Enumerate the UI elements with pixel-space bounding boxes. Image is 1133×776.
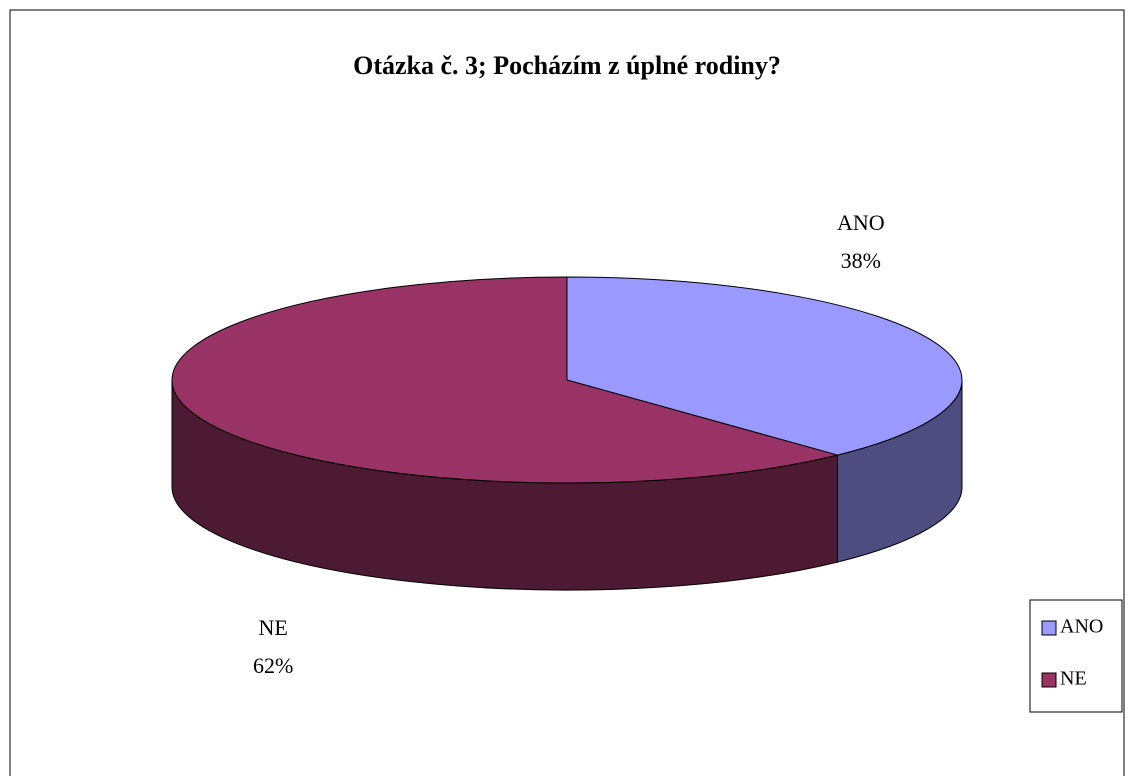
slice-category: ANO bbox=[837, 210, 885, 235]
chart-title: Otázka č. 3; Pocházím z úplné rodiny? bbox=[353, 51, 781, 80]
slice-value-label: 62% bbox=[253, 653, 293, 678]
slice bbox=[171, 276, 840, 484]
legend-box bbox=[1029, 599, 1123, 713]
legend-label: ANO bbox=[1060, 616, 1103, 638]
legend-label: NE bbox=[1060, 668, 1087, 690]
slice-value-label: 38% bbox=[841, 248, 881, 273]
slice bbox=[566, 276, 963, 456]
legend-swatch bbox=[1041, 672, 1057, 688]
slice-category: NE bbox=[259, 615, 288, 640]
legend-swatch bbox=[1041, 620, 1057, 636]
